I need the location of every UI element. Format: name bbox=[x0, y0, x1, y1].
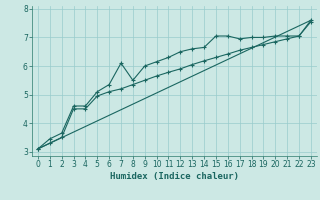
X-axis label: Humidex (Indice chaleur): Humidex (Indice chaleur) bbox=[110, 172, 239, 181]
